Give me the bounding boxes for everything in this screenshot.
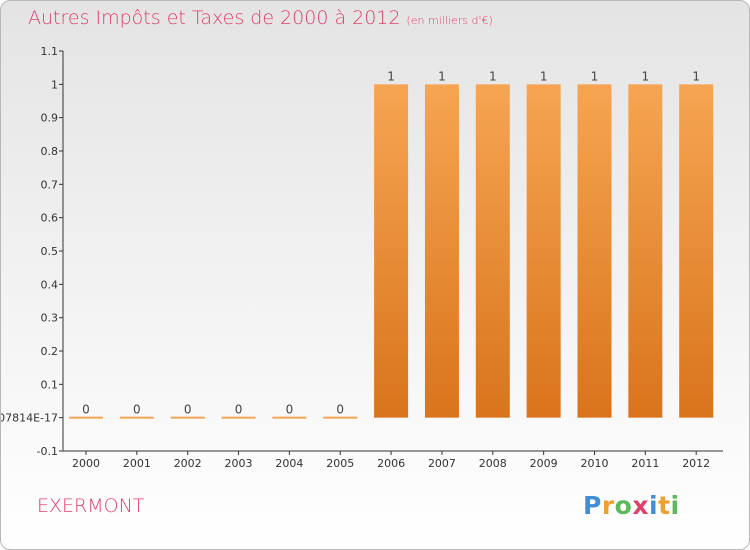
data-label: 1	[692, 69, 700, 83]
x-tick-label: 2012	[682, 457, 710, 470]
data-label: 1	[642, 69, 650, 83]
data-label: 0	[133, 403, 141, 417]
x-tick-label: 2010	[581, 457, 609, 470]
data-label: 1	[438, 69, 446, 83]
data-label: 1	[591, 69, 599, 83]
data-label: 1	[387, 69, 395, 83]
x-tick-label: 2003	[225, 457, 253, 470]
bar	[221, 416, 256, 419]
logo-letter: o	[614, 491, 633, 520]
y-tick-label: 0.7	[41, 178, 59, 191]
logo-letter: x	[632, 491, 649, 520]
y-tick-label: 1.3877787807814E-17	[1, 412, 58, 425]
x-tick-label: 2009	[530, 457, 558, 470]
data-label: 0	[235, 403, 243, 417]
logo-letter: i	[649, 491, 659, 520]
bar	[424, 84, 459, 418]
data-label: 0	[82, 403, 90, 417]
x-tick-label: 2000	[72, 457, 100, 470]
chart-subtitle: (en milliers d'€)	[406, 14, 493, 27]
bar	[323, 416, 358, 419]
x-tick-label: 2004	[275, 457, 303, 470]
bar	[577, 84, 612, 418]
bar	[119, 416, 154, 419]
x-tick-label: 2002	[174, 457, 202, 470]
y-tick-label: 0.8	[41, 145, 59, 158]
bar	[374, 84, 409, 418]
x-tick-label: 2006	[377, 457, 405, 470]
logo-letter: r	[601, 491, 615, 520]
bar	[475, 84, 510, 418]
proxiti-logo: Proxiti	[583, 491, 680, 520]
x-tick-label: 2011	[631, 457, 659, 470]
data-label: 0	[184, 403, 192, 417]
data-label: 1	[489, 69, 497, 83]
logo-letter: P	[583, 491, 602, 520]
x-tick-label: 2007	[428, 457, 456, 470]
data-label: 1	[540, 69, 548, 83]
chart-title-text: Autres Impôts et Taxes de 2000 à 2012	[28, 7, 401, 29]
y-tick-label: 0.6	[41, 212, 59, 225]
bar	[69, 416, 103, 419]
data-label: 0	[286, 403, 294, 417]
x-tick-label: 2008	[479, 457, 507, 470]
y-tick-label: 0.2	[41, 345, 59, 358]
x-tick-label: 2001	[123, 457, 151, 470]
y-tick-label: 0.9	[41, 112, 59, 125]
logo-letter: i	[670, 491, 680, 520]
y-tick-label: 0.1	[41, 378, 59, 391]
y-tick-label: 1	[51, 78, 58, 91]
y-tick-label: 0.5	[41, 245, 59, 258]
logo-letter: t	[658, 491, 671, 520]
y-tick-label: 1.1	[41, 45, 59, 58]
data-label: 0	[336, 403, 344, 417]
bar	[628, 84, 663, 418]
bar	[526, 84, 561, 418]
y-tick-label: 0.4	[41, 278, 59, 291]
x-tick-label: 2005	[326, 457, 354, 470]
chart-title: Autres Impôts et Taxes de 2000 à 2012 (en…	[28, 7, 493, 29]
y-tick-label: -0.1	[37, 445, 58, 458]
commune-name: EXERMONT	[37, 495, 145, 517]
bar	[272, 416, 307, 419]
bar	[679, 84, 714, 418]
bar	[170, 416, 205, 419]
y-tick-label: 0.3	[41, 312, 59, 325]
